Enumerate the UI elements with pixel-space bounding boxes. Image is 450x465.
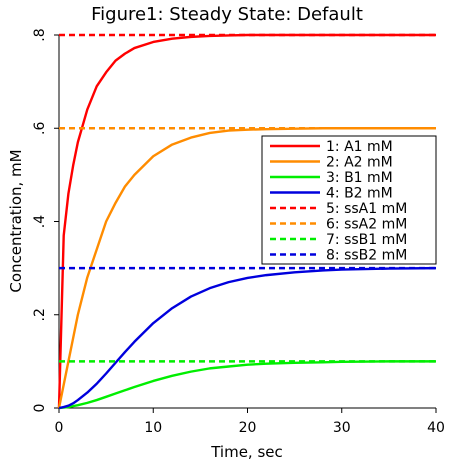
legend-label-5: 5: ssA1 mM: [326, 201, 407, 217]
x-axis-label: Time, sec: [210, 443, 283, 461]
x-tick-label: 40: [427, 420, 445, 436]
x-tick-label: 30: [333, 420, 351, 436]
legend-label-3: 3: B1 mM: [326, 170, 393, 186]
x-tick-label: 10: [144, 420, 162, 436]
plot-area: 0 10 20 30 40 0 .2 .4 .6 .8: [32, 28, 445, 436]
y-axis-label: Concentration, mM: [7, 149, 25, 292]
x-tick-label: 20: [239, 420, 257, 436]
series-line-4: [58, 266, 437, 410]
y-tick-label: .8: [32, 28, 48, 41]
legend-label-7: 7: ssB1 mM: [326, 232, 407, 248]
y-tick-label: 0: [32, 404, 48, 413]
chart-title: Figure1: Steady State: Default: [91, 4, 363, 25]
y-tick-label: .2: [32, 308, 48, 321]
legend: 1: A1 mM2: A2 mM3: B1 mM4: B2 mM5: ssA1 …: [261, 135, 437, 265]
legend-label-6: 6: ssA2 mM: [326, 217, 407, 233]
y-tick-label: .4: [32, 215, 48, 228]
x-tick-label: 0: [55, 420, 64, 436]
legend-box: [261, 135, 437, 265]
series-line-3: [58, 360, 436, 410]
legend-label-2: 2: A2 mM: [326, 155, 393, 171]
y-tick-label: .6: [32, 121, 48, 134]
legend-label-1: 1: A1 mM: [326, 139, 393, 155]
legend-label-8: 8: ssB2 mM: [326, 248, 407, 264]
legend-label-4: 4: B2 mM: [326, 186, 393, 202]
